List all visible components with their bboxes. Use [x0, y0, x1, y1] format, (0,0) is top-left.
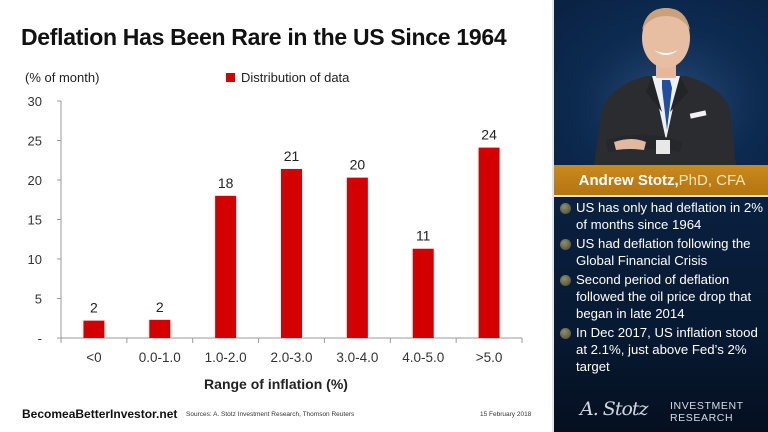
x-tick-label: 2.0-3.0 — [270, 350, 312, 365]
data-label: 18 — [218, 175, 234, 191]
x-tick-label: 4.0-5.0 — [402, 350, 444, 365]
data-label: 2 — [156, 299, 164, 315]
key-point: In Dec 2017, US inflation stood at 2.1%,… — [560, 324, 768, 375]
presenter-credentials: PhD, CFA — [678, 171, 746, 189]
key-point: US had deflation following the Global Fi… — [560, 235, 768, 269]
data-label: 2 — [90, 300, 98, 316]
bullet-dot-icon — [560, 275, 571, 286]
data-label: 20 — [350, 157, 366, 173]
key-point: US has only had deflation in 2% of month… — [560, 199, 768, 233]
bar-0.0-1.0 — [149, 319, 171, 338]
key-point-text: US has only had deflation in 2% of month… — [576, 200, 763, 232]
legend: Distribution of data — [226, 70, 349, 85]
y-tick-label: 20 — [28, 173, 42, 188]
y-tick-label: 5 — [35, 292, 42, 307]
bar-chart: - 5 10 15 20 25 30 2 <0 2 0.0-1.0 18 1.0-2.0 21 2.0-3.… — [28, 94, 523, 365]
brand-line-1: INVESTMENT — [670, 400, 744, 412]
y-tick-label: 30 — [28, 94, 42, 109]
legend-label: Distribution of data — [241, 70, 350, 85]
signature-logo: A. Stotz — [580, 398, 649, 420]
chart-panel: Deflation Has Been Rare in the US Since … — [21, 24, 532, 421]
data-label: 21 — [284, 148, 300, 164]
presenter-name-banner: Andrew Stotz, PhD, CFA — [554, 165, 768, 197]
y-tick-label: 25 — [28, 134, 42, 149]
data-label: 11 — [416, 228, 431, 244]
bar-3.0-4.0 — [346, 177, 368, 338]
x-tick-label: 1.0-2.0 — [205, 350, 247, 365]
x-tick-label: <0 — [86, 350, 101, 365]
x-tick-label: >5.0 — [476, 350, 503, 365]
bar-<0 — [83, 320, 105, 338]
x-axis-title: Range of inflation (%) — [204, 376, 348, 392]
key-point-text: US had deflation following the Global Fi… — [576, 236, 751, 268]
chart-title: Deflation Has Been Rare in the US Since … — [21, 24, 507, 50]
x-tick-label: 0.0-1.0 — [139, 350, 181, 365]
brand-wordmark: INVESTMENT RESEARCH — [670, 400, 744, 424]
presenter-photo — [554, 0, 768, 165]
bullet-dot-icon — [560, 203, 571, 214]
footer-sources: Sources: A. Stotz Investment Research, T… — [186, 411, 355, 418]
key-point: Second period of deflation followed the … — [560, 271, 768, 322]
footer-date: 15 February 2018 — [480, 411, 532, 418]
x-tick-label: 3.0-4.0 — [336, 350, 378, 365]
data-label: 24 — [481, 127, 497, 143]
sidebar-panel: Andrew Stotz, PhD, CFA US has only had d… — [552, 0, 768, 432]
brand-line-2: RESEARCH — [670, 412, 734, 424]
y-axis-unit-label: (% of month) — [25, 70, 100, 85]
bar-2.0-3.0 — [281, 168, 302, 338]
bar-1.0-2.0 — [215, 195, 237, 338]
footer-website: BecomeaBetterInvestor.net — [22, 407, 178, 421]
bullet-dot-icon — [560, 328, 571, 339]
y-tick-label: 15 — [28, 213, 42, 228]
presenter-name: Andrew Stotz, — [578, 171, 679, 189]
bullet-dot-icon — [560, 239, 571, 250]
key-point-text: Second period of deflation followed the … — [576, 272, 752, 321]
bar-4.0-5.0 — [412, 248, 434, 338]
bar->5.0 — [478, 147, 500, 338]
presenter-portrait-icon — [566, 8, 766, 165]
key-point-text: In Dec 2017, US inflation stood at 2.1%,… — [576, 325, 758, 374]
y-tick-label: - — [38, 331, 42, 346]
y-tick-label: 10 — [28, 252, 42, 267]
key-points-list: US has only had deflation in 2% of month… — [560, 199, 768, 377]
legend-swatch — [226, 73, 235, 82]
